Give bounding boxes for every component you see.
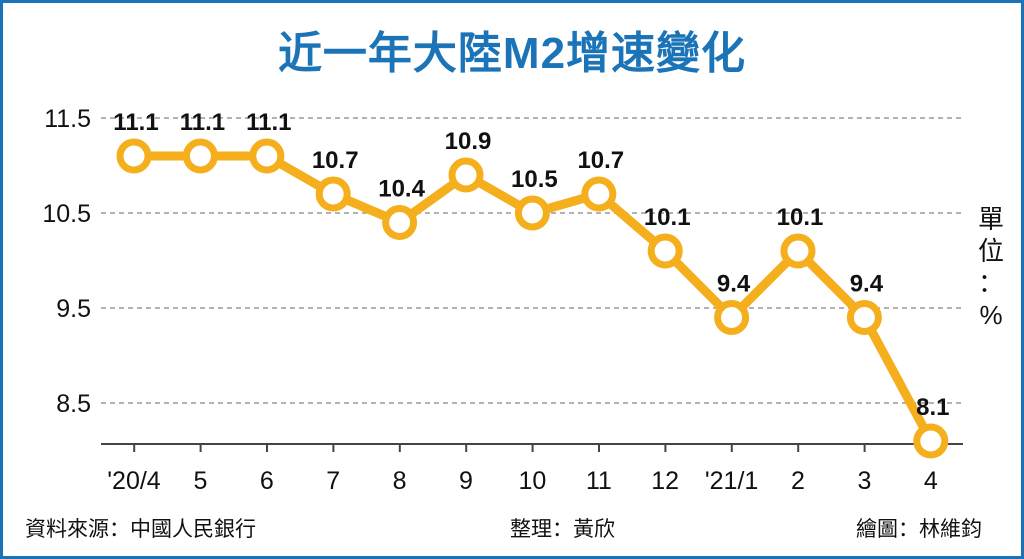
data-point	[714, 300, 750, 335]
unit-char-1: 單	[977, 204, 1004, 234]
x-tick-label: 7	[326, 467, 340, 495]
data-label: 10.4	[378, 176, 425, 203]
y-tick-label: 8.5	[56, 390, 91, 418]
data-label: 9.4	[850, 271, 884, 298]
artist-credit: 繪圖：林維鈞	[856, 518, 982, 541]
data-label: 10.7	[577, 147, 624, 174]
data-point	[647, 233, 683, 269]
x-tick-label: 11	[586, 467, 612, 495]
x-tick-label: '21/1	[705, 467, 758, 495]
data-label: 10.5	[511, 166, 558, 193]
data-point	[581, 176, 617, 212]
data-point	[116, 138, 152, 174]
data-point	[448, 157, 484, 193]
data-point	[913, 423, 949, 459]
y-tick-label: 11.5	[44, 105, 91, 133]
data-label: 11.1	[180, 109, 225, 136]
y-tick-label: 10.5	[42, 200, 91, 228]
x-tick-label: '20/4	[107, 467, 161, 495]
data-label: 10.7	[312, 147, 359, 174]
x-tick-label: 9	[459, 467, 473, 495]
data-point	[249, 138, 285, 174]
unit-char-4: %	[979, 300, 1003, 330]
x-tick-label: 2	[791, 467, 805, 495]
data-label: 10.1	[644, 204, 691, 231]
data-label: 10.1	[777, 204, 824, 231]
chart-title: 近一年大陸M2增速變化	[277, 29, 747, 78]
data-point	[182, 138, 218, 174]
data-label: 10.9	[445, 128, 492, 155]
unit-char-3: ：	[977, 268, 1004, 298]
data-point	[780, 233, 816, 269]
x-tick-label: 5	[193, 467, 207, 495]
x-tick-label: 12	[651, 467, 679, 495]
x-tick-label: 10	[518, 467, 546, 495]
y-tick-label: 9.5	[56, 295, 91, 323]
x-tick-label: 6	[260, 467, 274, 495]
data-label: 11.1	[246, 109, 291, 136]
data-point	[315, 176, 351, 212]
data-point	[846, 300, 882, 335]
x-tick-label: 3	[857, 467, 871, 495]
data-point	[382, 205, 418, 240]
x-tick-label: 8	[393, 467, 407, 495]
line-chart: 8.5 9.5 10.5 11.5 '20/4 5 6 7 8 9 10 11 12 '21/1 2 3 4 11…	[42, 105, 963, 495]
x-tick-label: 4	[924, 467, 938, 495]
data-label: 8.1	[916, 394, 949, 421]
source-credit: 資料來源：中國人民銀行	[25, 518, 256, 541]
data-label: 11.1	[113, 109, 158, 136]
unit-char-2: 位	[977, 236, 1004, 266]
data-point	[514, 195, 550, 231]
unit-label: 單 位 ： %	[971, 203, 1011, 331]
data-label: 9.4	[717, 271, 751, 298]
editor-credit: 整理：黃欣	[510, 518, 615, 541]
